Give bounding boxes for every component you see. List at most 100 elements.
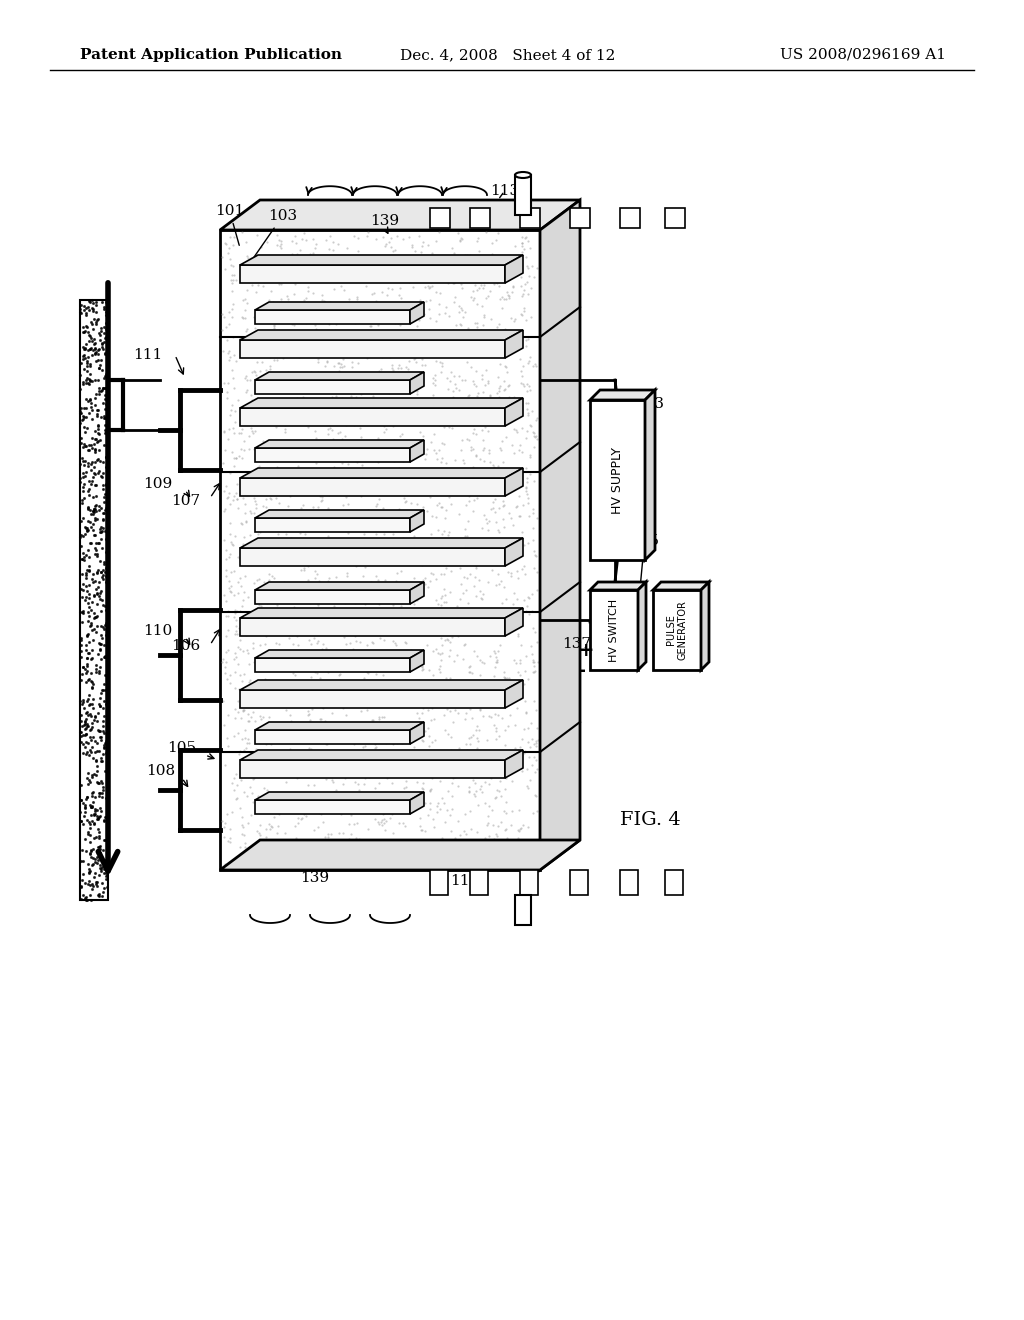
Point (84, 713, 100, 734)
Point (93, 601, 110, 622)
Point (90, 424, 106, 445)
Point (260, 706, 276, 727)
Point (302, 339, 318, 360)
Point (290, 807, 306, 828)
Point (282, 744, 298, 766)
Point (91, 521, 108, 543)
Point (445, 319, 462, 341)
Point (368, 269, 384, 290)
Point (238, 511, 254, 532)
Point (348, 289, 365, 310)
Point (259, 591, 275, 612)
Point (442, 371, 459, 392)
Point (327, 537, 343, 558)
Point (295, 535, 311, 556)
Point (396, 590, 413, 611)
Point (522, 380, 539, 401)
Point (326, 457, 342, 478)
Point (397, 647, 414, 668)
Point (525, 437, 542, 458)
Point (455, 483, 471, 504)
Point (474, 256, 490, 277)
Point (316, 292, 333, 313)
Point (464, 412, 480, 433)
Point (496, 491, 512, 512)
Point (284, 313, 300, 334)
Point (281, 519, 297, 540)
Point (76, 322, 92, 343)
Point (417, 355, 433, 376)
Point (512, 649, 528, 671)
Point (524, 849, 541, 870)
Point (87, 475, 103, 496)
Point (290, 455, 306, 477)
Point (486, 714, 503, 735)
Point (304, 507, 321, 528)
Point (73, 850, 89, 871)
Point (487, 721, 504, 742)
Point (98, 512, 115, 533)
Point (438, 331, 455, 352)
Point (456, 453, 472, 474)
Point (375, 755, 391, 776)
Point (99, 413, 116, 434)
Point (89, 875, 105, 896)
Point (478, 360, 495, 381)
Point (349, 759, 366, 780)
Point (455, 851, 471, 873)
Point (466, 783, 482, 804)
Point (452, 230, 468, 251)
Point (295, 298, 311, 319)
Point (356, 372, 373, 393)
Point (279, 752, 295, 774)
Point (344, 574, 360, 595)
Point (84, 298, 100, 319)
Point (498, 768, 514, 789)
Point (289, 301, 305, 322)
Point (273, 234, 290, 255)
Point (463, 440, 479, 461)
Point (484, 560, 501, 581)
Point (84, 345, 100, 366)
Point (259, 593, 275, 614)
Point (328, 531, 344, 552)
Point (409, 334, 425, 355)
Point (289, 746, 305, 767)
Point (245, 845, 261, 866)
Point (437, 601, 454, 622)
Point (360, 754, 377, 775)
Point (220, 830, 237, 851)
Point (406, 847, 422, 869)
Point (312, 490, 329, 511)
Point (257, 643, 273, 664)
Point (437, 255, 454, 276)
Point (258, 496, 274, 517)
Point (311, 708, 328, 729)
Point (445, 762, 462, 783)
Point (511, 486, 527, 507)
Point (242, 669, 258, 690)
Point (451, 366, 467, 387)
Point (226, 525, 243, 546)
Point (471, 240, 487, 261)
Point (458, 579, 474, 601)
Point (418, 321, 434, 342)
Polygon shape (505, 469, 523, 496)
Point (97, 414, 114, 436)
Point (91, 358, 108, 379)
Point (286, 513, 302, 535)
Point (78, 333, 94, 354)
Point (94, 475, 111, 496)
Point (296, 433, 312, 454)
Point (93, 407, 110, 428)
Point (86, 338, 102, 359)
Point (488, 550, 505, 572)
Point (81, 862, 97, 883)
Point (507, 309, 523, 330)
Point (98, 305, 115, 326)
Point (513, 610, 529, 631)
Point (299, 516, 315, 537)
Point (427, 375, 443, 396)
Point (463, 601, 479, 622)
Point (465, 552, 481, 573)
